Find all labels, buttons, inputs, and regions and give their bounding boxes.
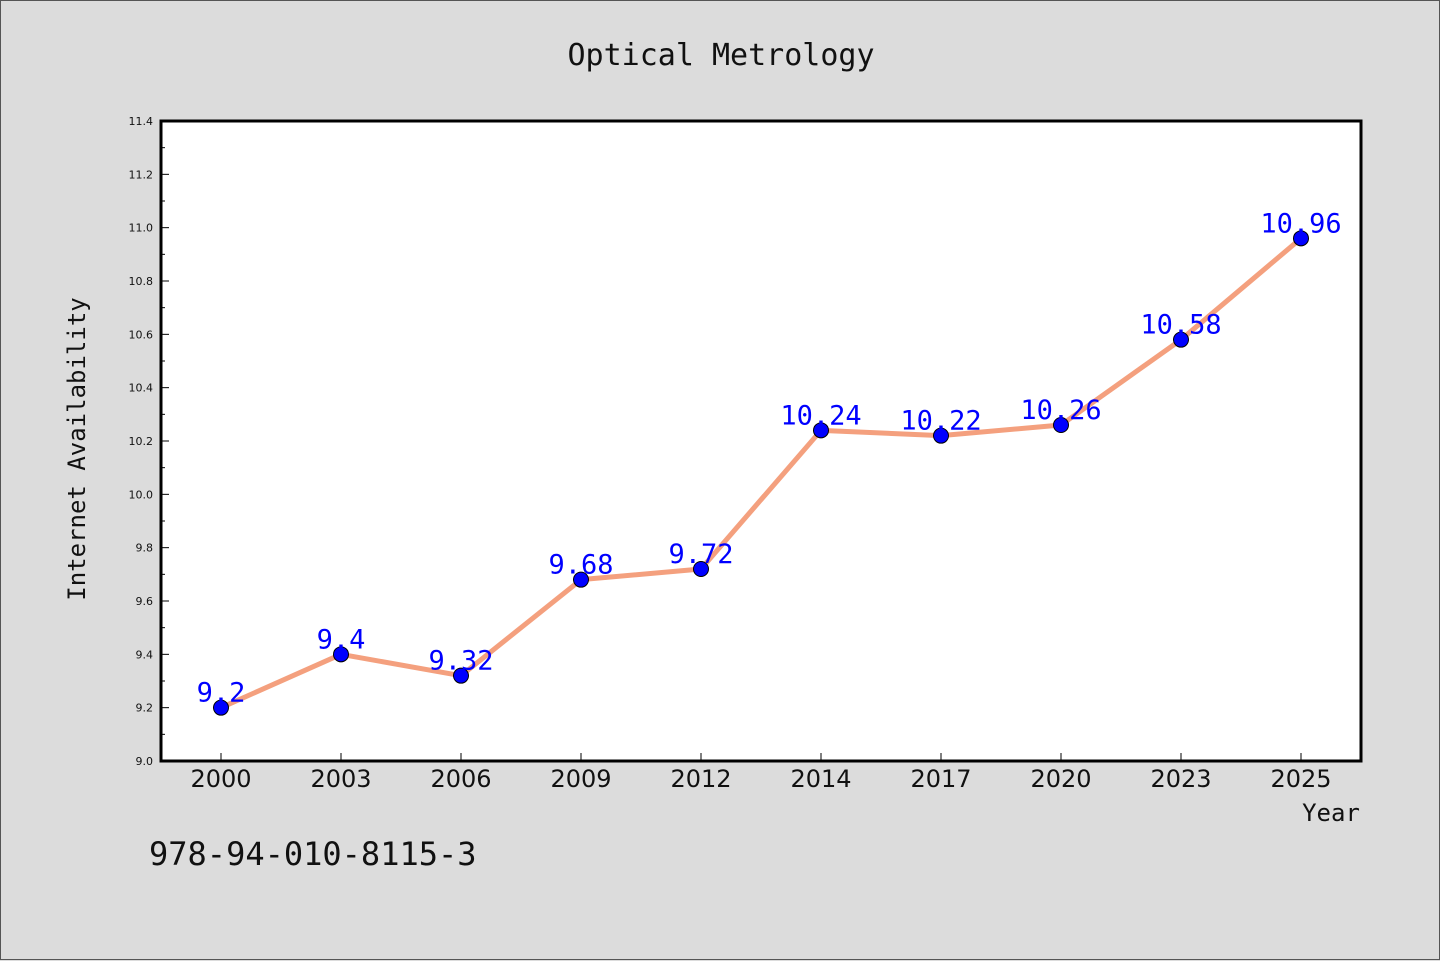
data-label: 10.58	[1140, 310, 1221, 341]
series-group: 9.2 9.4 9.32 9.68 9.72 10.24 10.22 10.26 10.58 10…	[197, 208, 1342, 716]
data-point	[1173, 331, 1189, 348]
y-tick-label: 10.2	[129, 435, 154, 448]
data-label: 10.22	[900, 406, 981, 437]
x-tick-label: 2000	[190, 765, 251, 793]
y-tick-label: 9.0	[136, 755, 154, 768]
y-tick-label: 11.0	[129, 222, 154, 235]
data-point	[813, 422, 829, 439]
x-axis-label: Year	[1302, 799, 1360, 827]
data-label: 9.2	[197, 678, 246, 709]
y-tick-label: 10.0	[129, 488, 154, 501]
series-line	[218, 235, 1304, 711]
chart-title: Optical Metrology	[567, 38, 874, 73]
data-point	[693, 561, 709, 577]
plot-area	[159, 119, 1363, 763]
x-tick-label: 2006	[430, 765, 491, 793]
data-point	[333, 646, 349, 663]
data-label: 9.72	[668, 539, 733, 570]
data-label: 10.26	[1020, 395, 1101, 426]
data-label: 10.96	[1260, 208, 1341, 239]
y-axis-label: Internet Availability	[63, 297, 91, 600]
data-label: 9.68	[548, 550, 613, 581]
y-tick-label: 11.4	[129, 115, 154, 128]
x-tick-label: 2012	[670, 765, 731, 793]
data-point	[213, 699, 229, 716]
y-tick-label: 10.8	[129, 275, 154, 288]
data-label: 9.4	[317, 624, 366, 655]
x-tick-label: 2025	[1270, 765, 1331, 793]
y-tick-label: 11.2	[129, 168, 154, 181]
y-tick-label: 10.4	[129, 382, 154, 395]
data-point	[453, 667, 469, 684]
x-tick-label: 2014	[790, 765, 851, 793]
y-tick-label: 9.4	[136, 648, 154, 661]
x-tick-label: 2003	[310, 765, 371, 793]
data-label: 9.32	[428, 646, 493, 677]
x-axis: 2000 2003 2006 2009 2012 2014 2017 2020 2023 2025	[190, 753, 1332, 793]
y-tick-label: 9.2	[136, 702, 154, 715]
y-tick-label: 9.6	[136, 595, 154, 608]
data-point	[1053, 417, 1069, 433]
x-tick-label: 2017	[910, 765, 971, 793]
x-tick-label: 2023	[1150, 765, 1211, 793]
data-point	[933, 427, 949, 444]
isbn-text: 978-94-010-8115-3	[149, 835, 477, 873]
y-tick-label: 9.8	[136, 542, 154, 555]
data-label: 10.24	[780, 400, 861, 431]
y-axis: 9.0 9.2 9.4 9.6 9.8 10.0 10.2 10.4 10.6 10.8 11.0 1…	[129, 115, 169, 768]
y-tick-label: 10.6	[129, 328, 154, 341]
x-tick-label: 2020	[1030, 765, 1091, 793]
x-tick-label: 2009	[550, 765, 611, 793]
data-point	[1293, 230, 1309, 247]
data-point	[573, 571, 589, 588]
